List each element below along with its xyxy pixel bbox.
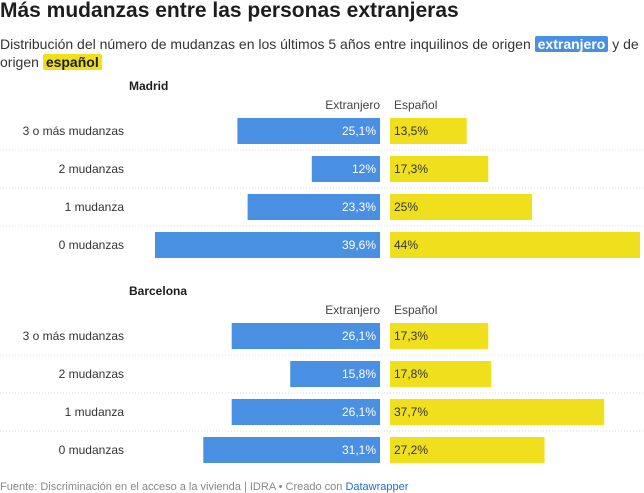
category-label: 2 mudanzas [59,162,124,176]
bar-extranjero [231,323,380,349]
bar-espanol [390,399,605,425]
series-header-extranjero: Extranjero [325,303,380,317]
subtitle-text-before: Distribución del número de mudanzas en l… [0,36,535,52]
datawrapper-link[interactable]: Datawrapper [345,481,409,493]
subtitle-highlight-extranjero: extranjero [534,36,609,52]
bar-espanol [390,361,492,387]
data-label-espanol: 27,2% [394,443,428,457]
bar-extranjero [311,156,380,182]
category-label: 0 mudanzas [59,443,124,457]
data-label-espanol: 13,5% [394,124,428,138]
bar-espanol [390,118,467,144]
source-text: Fuente: Discriminación en el acceso a la… [0,481,346,493]
data-label-extranjero: 39,6% [342,238,376,252]
bar-espanol [390,232,640,258]
bar-extranjero [247,194,380,220]
data-label-extranjero: 12% [352,162,376,176]
butterfly-bar-chart: Madrid Extranjero Español 3 o más mudanzas 2… [0,79,644,463]
category-label: 3 o más mudanzas [23,329,124,343]
bar-espanol [390,194,533,220]
data-label-extranjero: 15,8% [342,367,376,381]
bar-extranjero [231,399,380,425]
chart-source: Fuente: Discriminación en el acceso a la… [0,481,408,493]
data-label-extranjero: 23,3% [342,200,376,214]
data-label-espanol: 37,7% [394,405,428,419]
data-label-espanol: 17,3% [394,162,428,176]
panel-title: Madrid [129,79,168,93]
category-label: 1 mudanza [65,405,125,419]
series-header-espanol: Español [394,303,437,317]
data-label-espanol: 25% [394,200,418,214]
bar-espanol [390,156,489,182]
subtitle-highlight-espanol: español [42,54,102,70]
data-label-espanol: 17,3% [394,329,428,343]
data-label-extranjero: 26,1% [342,329,376,343]
chart-title: Más mudanzas entre las personas extranje… [0,0,459,22]
data-label-espanol: 44% [394,238,418,252]
bar-extranjero [155,232,380,258]
subtitle-text-middle: y de origen [0,36,639,70]
data-label-extranjero: 25,1% [342,124,376,138]
bar-extranjero [290,361,380,387]
category-label: 0 mudanzas [59,238,124,252]
series-header-extranjero: Extranjero [325,98,380,112]
category-label: 1 mudanza [65,200,125,214]
bar-espanol [390,323,489,349]
category-label: 3 o más mudanzas [23,124,124,138]
bar-extranjero [237,118,380,144]
bar-espanol [390,437,545,463]
category-label: 2 mudanzas [59,367,124,381]
series-header-espanol: Español [394,98,437,112]
panel-title: Barcelona [129,284,187,298]
data-label-espanol: 17,8% [394,367,428,381]
bar-extranjero [203,437,380,463]
data-label-extranjero: 31,1% [342,443,376,457]
data-label-extranjero: 26,1% [342,405,376,419]
chart-subtitle: Distribución del número de mudanzas en l… [0,35,640,71]
